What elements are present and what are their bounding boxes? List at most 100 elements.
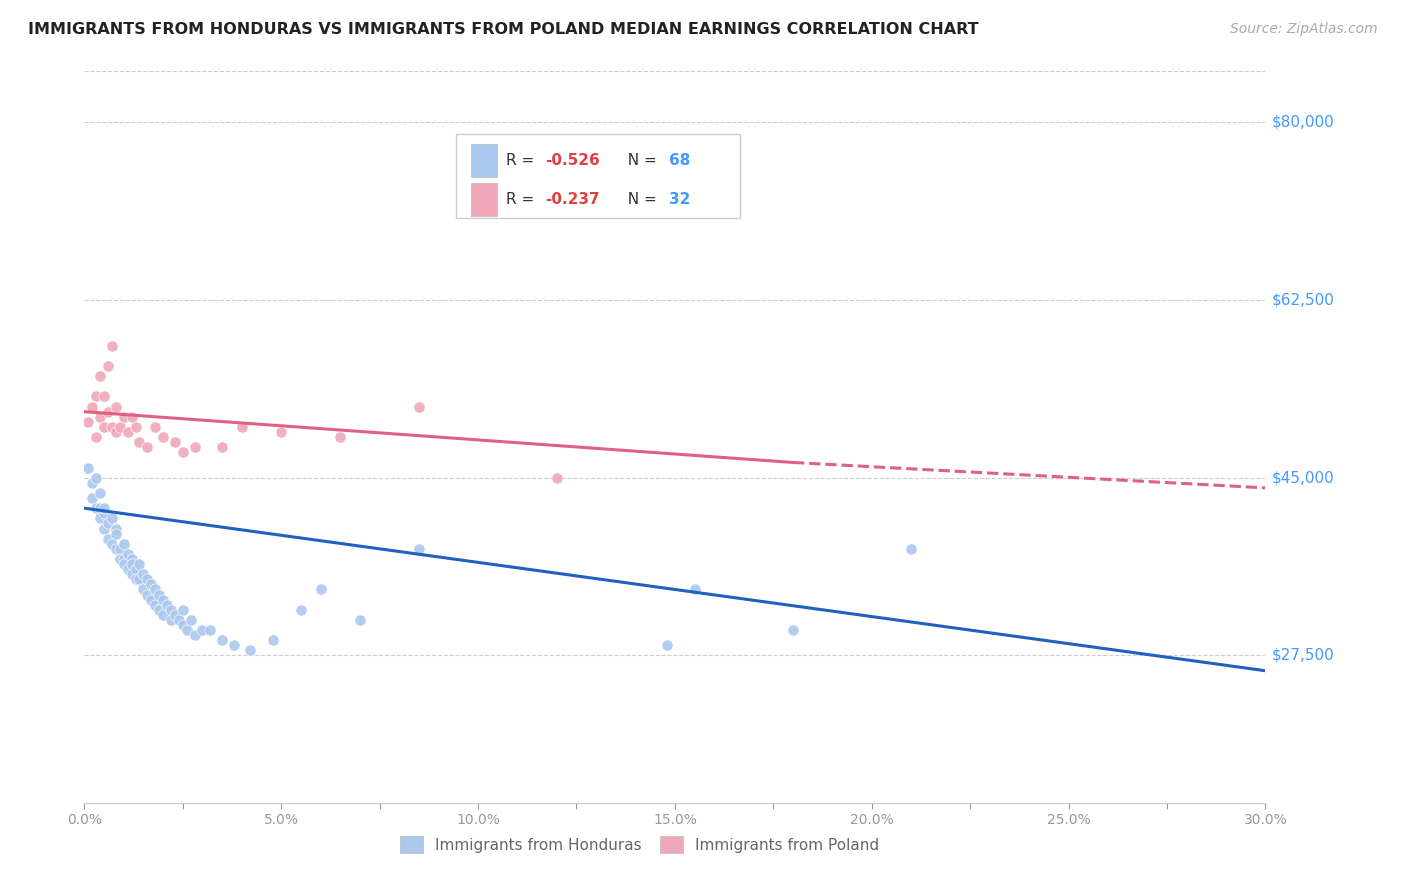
Point [104, 541, 127, 556]
Point [112, 537, 135, 551]
Point [172, 618, 194, 632]
Point [84, 389, 107, 403]
Point [683, 582, 706, 597]
Point [101, 338, 124, 352]
Point [782, 623, 804, 637]
Point [546, 471, 568, 485]
Point [329, 430, 352, 444]
Point [156, 598, 179, 612]
Point [408, 400, 430, 414]
Point [89, 369, 111, 384]
Point [262, 633, 284, 648]
Point [121, 409, 143, 424]
Legend: Immigrants from Honduras, Immigrants from Poland: Immigrants from Honduras, Immigrants fro… [392, 828, 887, 861]
Text: IMMIGRANTS FROM HONDURAS VS IMMIGRANTS FROM POLAND MEDIAN EARNINGS CORRELATION C: IMMIGRANTS FROM HONDURAS VS IMMIGRANTS F… [28, 22, 979, 37]
Point [93, 506, 115, 520]
Point [84, 430, 107, 444]
Point [132, 582, 155, 597]
Point [104, 425, 127, 439]
Point [82, 491, 104, 505]
Bar [471, 183, 496, 216]
Point [128, 572, 150, 586]
Point [108, 552, 131, 566]
Point [101, 537, 124, 551]
Point [97, 405, 120, 419]
Point [117, 425, 139, 439]
Text: -0.237: -0.237 [546, 192, 599, 207]
Point [231, 420, 253, 434]
Point [136, 572, 159, 586]
Point [132, 567, 155, 582]
Point [93, 521, 115, 535]
Point [183, 628, 205, 642]
Point [82, 475, 104, 490]
Text: N =: N = [619, 153, 662, 168]
Text: $80,000: $80,000 [1271, 115, 1334, 129]
Point [117, 547, 139, 561]
Point [101, 420, 124, 434]
Point [104, 526, 127, 541]
Point [121, 567, 143, 582]
Point [143, 582, 166, 597]
Point [97, 359, 120, 373]
Point [89, 409, 111, 424]
Point [152, 430, 174, 444]
Text: $27,500: $27,500 [1271, 648, 1334, 663]
Point [121, 552, 143, 566]
Point [172, 603, 194, 617]
Point [108, 541, 131, 556]
Point [239, 643, 262, 657]
Point [163, 607, 186, 622]
Bar [471, 144, 496, 177]
Point [172, 445, 194, 459]
Point [309, 582, 332, 597]
Point [160, 613, 183, 627]
Point [84, 471, 107, 485]
Point [112, 552, 135, 566]
Point [655, 638, 678, 652]
Point [200, 623, 222, 637]
Point [408, 541, 430, 556]
Point [89, 486, 111, 500]
Point [900, 541, 922, 556]
Point [97, 532, 120, 546]
Point [77, 460, 100, 475]
Point [97, 516, 120, 531]
Point [77, 415, 100, 429]
Point [124, 562, 146, 576]
Point [136, 588, 159, 602]
Point [104, 521, 127, 535]
Point [143, 420, 166, 434]
Point [89, 511, 111, 525]
Text: R =: R = [506, 153, 538, 168]
Point [143, 598, 166, 612]
Point [108, 420, 131, 434]
Point [222, 638, 245, 652]
Point [167, 613, 190, 627]
Point [124, 572, 146, 586]
Point [141, 592, 163, 607]
Point [93, 501, 115, 516]
Point [141, 577, 163, 591]
Point [211, 440, 233, 454]
Point [180, 613, 202, 627]
Point [163, 435, 186, 450]
Point [290, 603, 312, 617]
Point [82, 400, 104, 414]
Text: -0.526: -0.526 [546, 153, 600, 168]
Point [148, 588, 170, 602]
Point [84, 501, 107, 516]
Point [93, 420, 115, 434]
Point [191, 623, 214, 637]
Text: $62,500: $62,500 [1271, 293, 1334, 308]
Point [136, 440, 159, 454]
Text: N =: N = [619, 192, 662, 207]
Point [121, 557, 143, 571]
Point [101, 511, 124, 525]
Point [128, 435, 150, 450]
Bar [457, 134, 740, 218]
Text: Source: ZipAtlas.com: Source: ZipAtlas.com [1230, 22, 1378, 37]
Point [112, 409, 135, 424]
Point [183, 440, 205, 454]
Point [124, 420, 146, 434]
